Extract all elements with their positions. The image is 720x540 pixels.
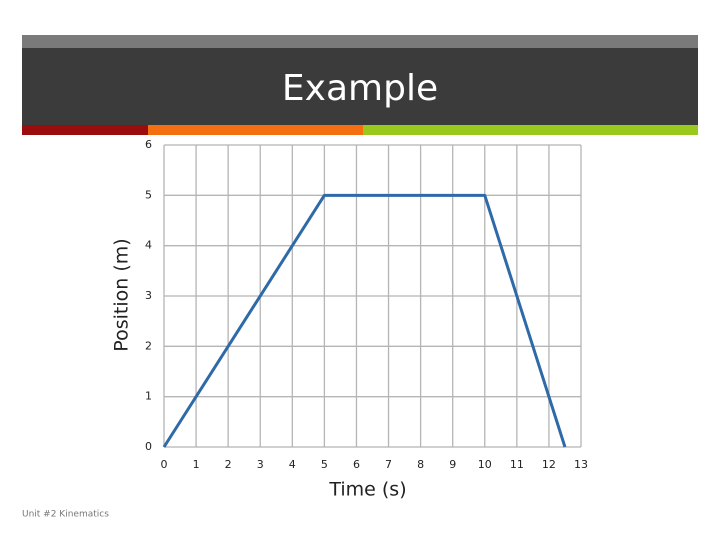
y-axis-label: Position (m) <box>111 238 133 351</box>
x-tick-label: 8 <box>417 458 424 471</box>
y-tick-label: 0 <box>145 440 152 453</box>
data-line <box>162 193 567 448</box>
x-tick-label: 4 <box>289 458 296 471</box>
x-tick-label: 6 <box>353 458 360 471</box>
x-axis-label: Time (s) <box>328 479 406 501</box>
y-tick-label: 4 <box>145 239 152 252</box>
header-band <box>22 48 698 125</box>
accent-red <box>22 125 148 135</box>
x-tick-label: 12 <box>542 458 556 471</box>
y-tick-label: 6 <box>145 138 152 151</box>
x-tick-label: 13 <box>574 458 588 471</box>
y-tick-label: 5 <box>145 188 152 201</box>
x-tick-label: 0 <box>161 458 168 471</box>
x-tick-label: 10 <box>478 458 492 471</box>
y-tick-label: 3 <box>145 289 152 302</box>
x-tick-label: 1 <box>193 458 200 471</box>
x-tick-label: 9 <box>449 458 456 471</box>
x-tick-label: 11 <box>510 458 524 471</box>
accent-orange <box>148 125 363 135</box>
x-tick-label: 5 <box>321 458 328 471</box>
header-strip <box>22 35 698 48</box>
accent-green <box>363 125 698 135</box>
y-tick-label: 2 <box>145 339 152 352</box>
slide-title: Example <box>282 68 438 109</box>
x-tick-label: 7 <box>385 458 392 471</box>
x-tick-label: 2 <box>225 458 232 471</box>
footer: Unit #2 Kinematics <box>22 510 109 520</box>
x-tick-label: 3 <box>257 458 264 471</box>
y-tick-label: 1 <box>145 390 152 403</box>
